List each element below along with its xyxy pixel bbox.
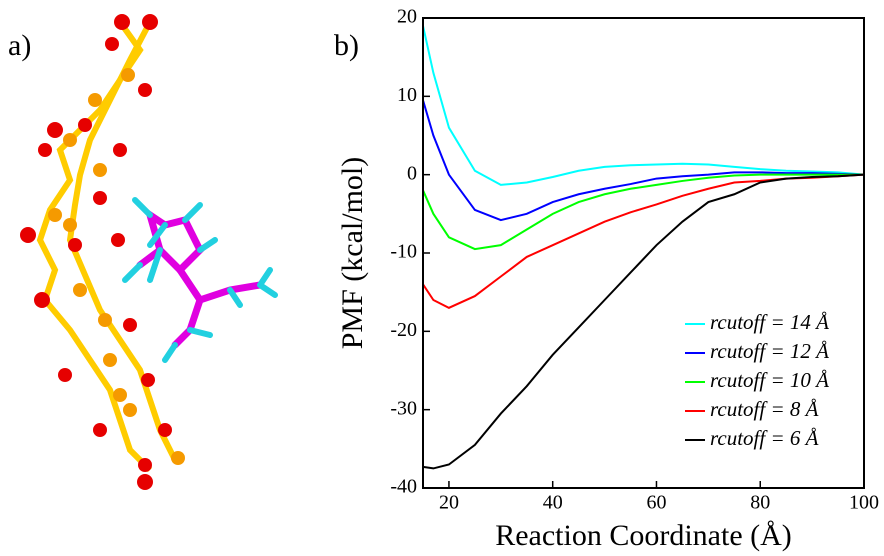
y-tick-label: -10 xyxy=(390,241,417,263)
backbone xyxy=(36,20,178,473)
legend-label: rcutoff = 8 Å xyxy=(710,397,819,421)
y-tick-label: 10 xyxy=(397,84,417,106)
x-tick-label: 100 xyxy=(849,492,879,514)
x-tick-label: 40 xyxy=(543,492,563,514)
red-atoms xyxy=(20,14,172,490)
series-line xyxy=(422,173,865,309)
y-axis-label: PMF (kcal/mol) xyxy=(336,157,369,350)
x-tick-label: 80 xyxy=(750,492,770,514)
plot-frame xyxy=(422,17,865,489)
series-line xyxy=(422,99,865,222)
x-tick-label: 60 xyxy=(646,492,666,514)
series-line xyxy=(422,173,865,470)
molecule-image xyxy=(20,14,278,490)
panel-label: b) xyxy=(334,29,359,62)
series-line xyxy=(422,25,865,186)
series-line xyxy=(422,173,864,251)
ligand-hydrogens xyxy=(122,197,278,363)
legend-label: rcutoff = 14 Å xyxy=(710,310,829,334)
legend-label: rcutoff = 12 Å xyxy=(710,339,829,363)
x-tick-label: 20 xyxy=(439,492,459,514)
orange-atoms xyxy=(48,68,185,465)
y-tick-label: 20 xyxy=(397,6,417,28)
legend-label: rcutoff = 10 Å xyxy=(710,368,829,392)
y-tick-label: -30 xyxy=(390,397,417,419)
panel-label: a) xyxy=(8,29,31,62)
y-tick-label: -40 xyxy=(390,476,417,498)
x-axis-label: Reaction Coordinate (Å) xyxy=(495,519,792,552)
y-tick-label: -20 xyxy=(390,319,417,341)
legend-label: rcutoff = 6 Å xyxy=(710,426,819,450)
y-tick-label: 0 xyxy=(407,162,417,184)
